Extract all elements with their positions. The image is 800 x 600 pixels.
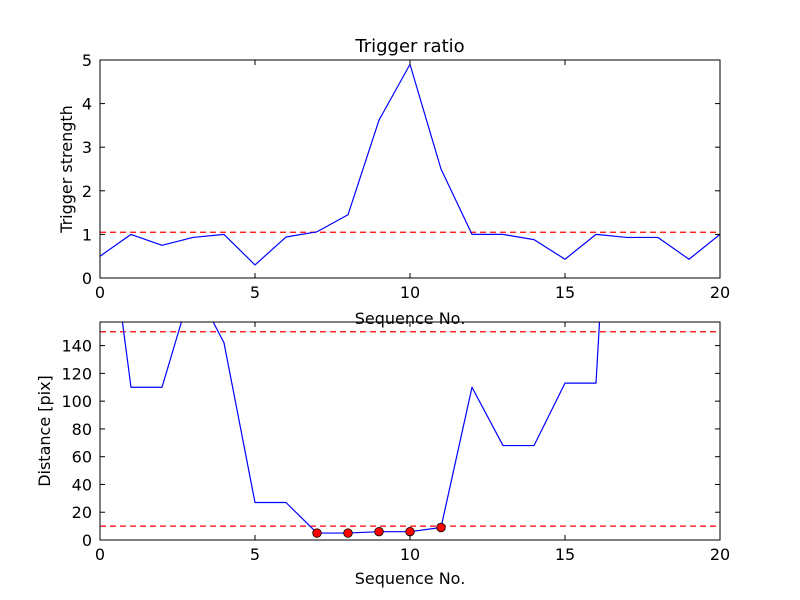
- data-point-marker: [374, 526, 384, 537]
- chart-title: Trigger ratio: [354, 36, 464, 57]
- x-tick-label: 10: [400, 545, 420, 564]
- x-tick-label: 5: [250, 545, 260, 564]
- x-axis-label: Sequence No.: [355, 309, 466, 328]
- y-tick-label: 120: [61, 364, 92, 383]
- y-tick-label: 60: [72, 448, 92, 467]
- y-tick-label: 4: [82, 95, 92, 114]
- x-tick-label: 5: [250, 283, 260, 302]
- y-tick-label: 5: [82, 51, 92, 70]
- x-tick-label: 20: [710, 545, 730, 564]
- x-tick-label: 20: [710, 283, 730, 302]
- y-tick-label: 0: [82, 531, 92, 550]
- x-tick-label: 15: [555, 545, 575, 564]
- y-tick-label: 140: [61, 337, 92, 356]
- x-tick-label: 15: [555, 283, 575, 302]
- data-point-marker: [436, 522, 446, 533]
- y-tick-label: 20: [72, 503, 92, 522]
- y-tick-label: 80: [72, 420, 92, 439]
- y-tick-label: 0: [82, 269, 92, 288]
- y-axis-label: Trigger strength: [57, 105, 76, 234]
- trigger-ratio-chart: 0 5 10 15 20 0 1 2 3 4 5 Trigger ratio Sequence No. T…: [57, 36, 730, 328]
- y-tick-label: 1: [82, 225, 92, 244]
- x-tick-label: 0: [95, 545, 105, 564]
- y-axis-label: Distance [pix]: [35, 375, 54, 487]
- data-point-marker: [343, 528, 353, 538]
- y-tick-label: 2: [82, 182, 92, 201]
- distance-chart: 0 5 10 15 20 0 20 40 60 80 100 120 140 Sequence No. Di…: [35, 321, 730, 588]
- data-point-marker: [405, 526, 415, 537]
- data-point-marker: [312, 528, 322, 538]
- y-tick-label: 40: [72, 475, 92, 494]
- x-tick-label: 10: [400, 283, 420, 302]
- y-tick-label: 100: [61, 392, 92, 411]
- x-axis-label: Sequence No.: [355, 569, 466, 588]
- y-tick-label: 3: [82, 138, 92, 157]
- x-tick-label: 0: [95, 283, 105, 302]
